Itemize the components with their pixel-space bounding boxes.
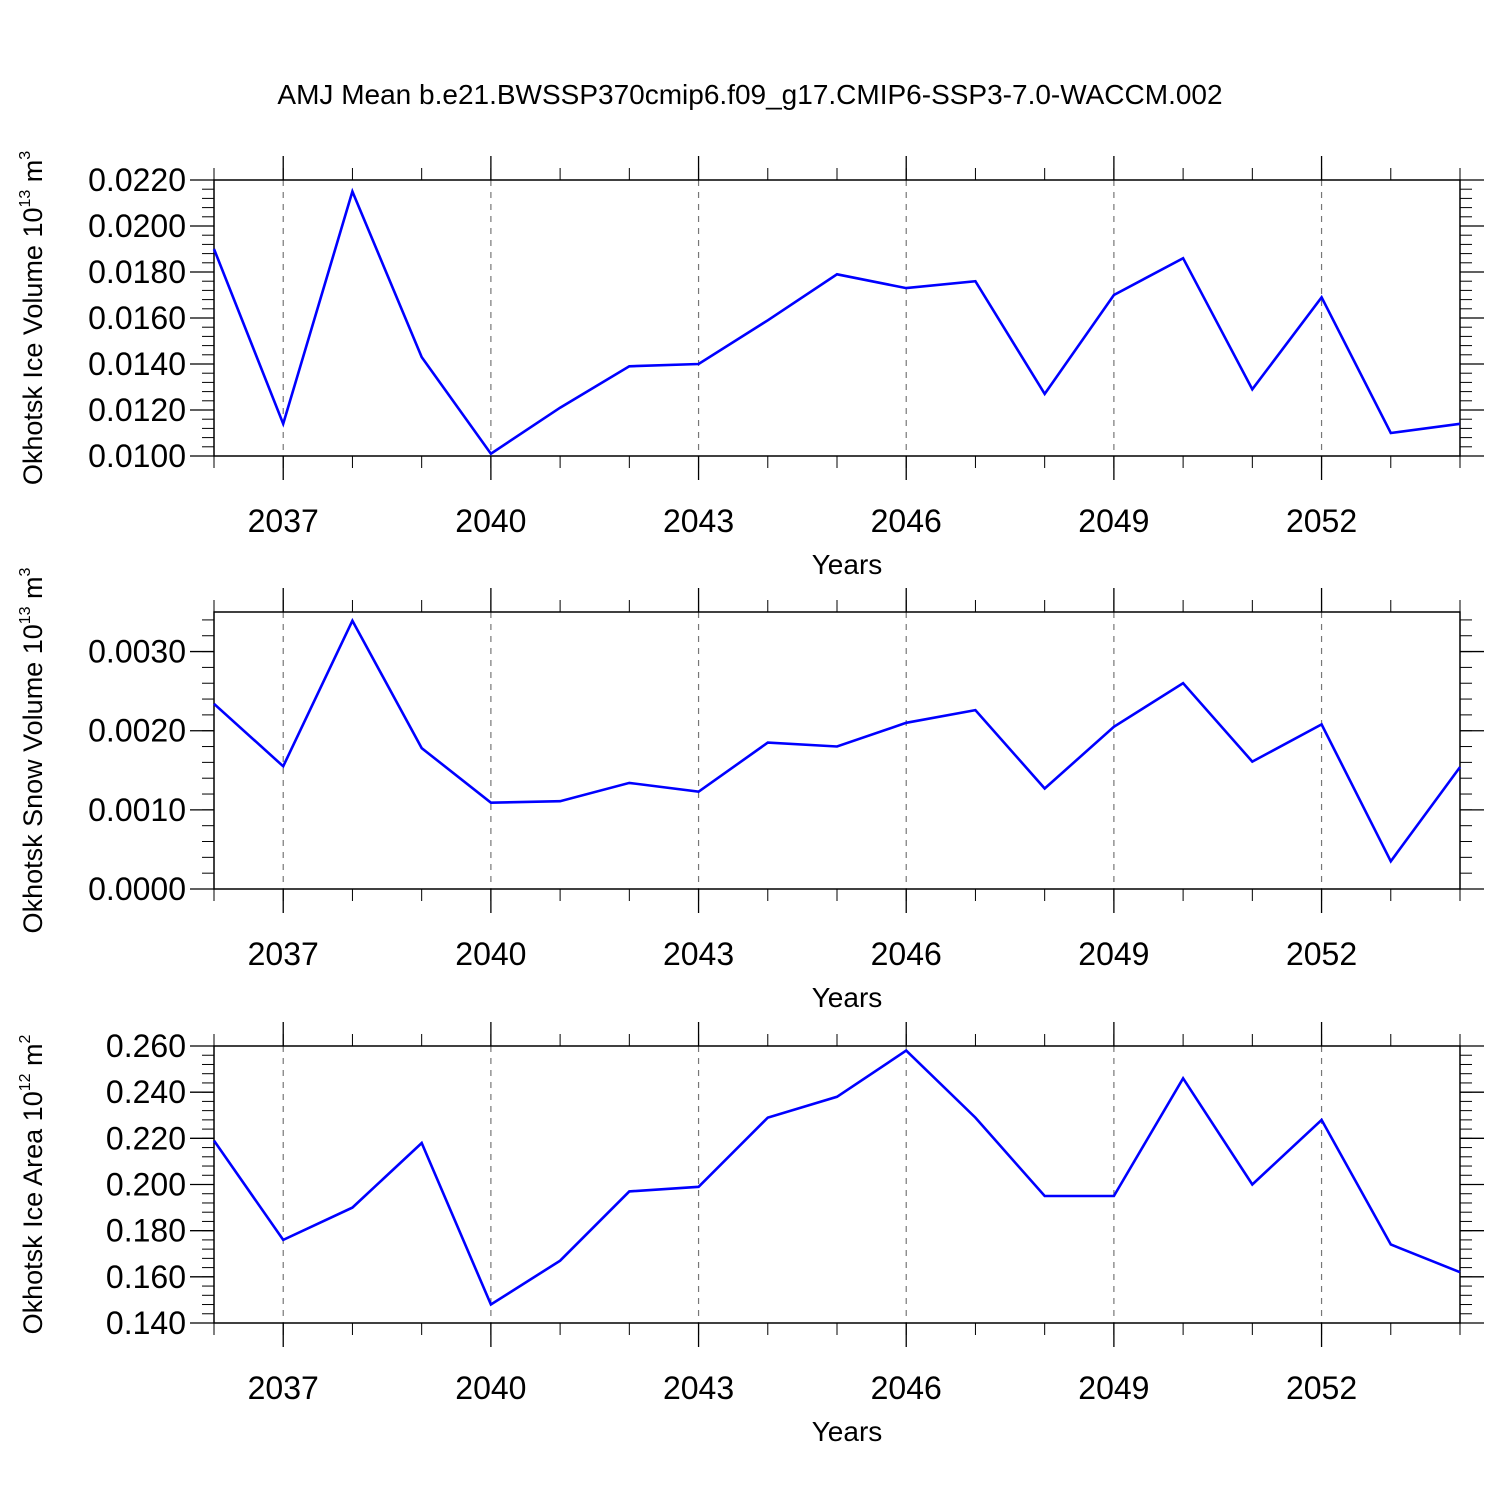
y-tick-label: 0.260 [106, 1028, 186, 1064]
y-tick-label: 0.0220 [88, 162, 186, 198]
plot-frame [213, 179, 1461, 457]
y-axis-title-unit: m [18, 1043, 48, 1073]
x-axis-title: Years [812, 1416, 883, 1447]
y-axis-title-unit: m [18, 576, 48, 606]
x-tick-label: 2049 [1078, 936, 1149, 972]
x-tick-label: 2052 [1286, 936, 1357, 972]
y-tick-label: 0.140 [106, 1305, 186, 1341]
x-tick-label: 2040 [455, 936, 526, 972]
y-tick-label: 0.0120 [88, 392, 186, 428]
y-axis-title-unit-exponent: 3 [17, 151, 34, 160]
y-axis-title: Okhotsk Ice Area 1012 m2 [17, 1034, 48, 1334]
x-tick-label: 2049 [1078, 503, 1149, 539]
x-tick-label: 2046 [871, 503, 942, 539]
y-tick-label: 0.0140 [88, 346, 186, 382]
y-tick-label: 0.0020 [88, 713, 186, 749]
y-axis-title: Okhotsk Snow Volume 1013 m3 [17, 567, 48, 933]
y-tick-label: 0.180 [106, 1213, 186, 1249]
x-tick-label: 2046 [871, 936, 942, 972]
y-tick-label: 0.220 [106, 1120, 186, 1156]
series-line [213, 617, 1462, 864]
y-axis-title-exponent: 12 [17, 1073, 34, 1091]
chart-panel-3: 2037 2040 2043 2046 2049 2052 0.140 0.160 0.180 0… [17, 1022, 1484, 1447]
y-tick-label: 0.0000 [88, 871, 186, 907]
x-tick-label: 2040 [455, 1370, 526, 1406]
y-tick-label: 0.0160 [88, 300, 186, 336]
chart-title: AMJ Mean b.e21.BWSSP370cmip6.f09_g17.CMI… [277, 79, 1222, 110]
y-axis-title-unit-exponent: 2 [17, 1034, 34, 1043]
y-tick-label: 0.0200 [88, 208, 186, 244]
x-axis-title: Years [812, 982, 883, 1013]
x-axis-title: Years [812, 549, 883, 580]
y-axis-title-unit: m [18, 160, 48, 190]
x-tick-label: 2037 [248, 503, 319, 539]
x-tick-label: 2052 [1286, 503, 1357, 539]
y-axis-title-exponent: 13 [17, 190, 34, 208]
x-tick-label: 2040 [455, 503, 526, 539]
x-tick-label: 2037 [248, 936, 319, 972]
y-tick-label: 0.0010 [88, 792, 186, 828]
x-tick-label: 2037 [248, 1370, 319, 1406]
y-axis-title: Okhotsk Ice Volume 1013 m3 [17, 151, 48, 485]
y-tick-label: 0.200 [106, 1167, 186, 1203]
plot-frame [213, 1045, 1461, 1324]
y-tick-label: 0.160 [106, 1259, 186, 1295]
y-tick-label: 0.240 [106, 1074, 186, 1110]
x-tick-label: 2049 [1078, 1370, 1149, 1406]
x-tick-label: 2043 [663, 1370, 734, 1406]
y-axis-title-unit-exponent: 3 [17, 567, 34, 576]
x-tick-label: 2046 [871, 1370, 942, 1406]
x-tick-label: 2043 [663, 936, 734, 972]
y-tick-label: 0.0100 [88, 438, 186, 474]
series-line [212, 1048, 1461, 1307]
y-axis-title-text: Okhotsk Ice Area 10 [18, 1091, 48, 1334]
chart-panel-2: 2037 2040 2043 2046 2049 2052 0.0000 0.0010 0.00… [17, 567, 1484, 1013]
x-tick-label: 2043 [663, 503, 734, 539]
y-tick-label: 0.0180 [88, 254, 186, 290]
chart-panel-1: 2037 2040 2043 2046 2049 2052 0.0100 0.0120 0.01… [17, 151, 1484, 580]
y-tick-label: 0.0030 [88, 634, 186, 670]
chart-panels: 2037 2040 2043 2046 2049 2052 0.0100 0.0120 0.01… [17, 151, 1484, 1447]
y-axis-title-text: Okhotsk Snow Volume 10 [18, 624, 48, 933]
y-axis-title-exponent: 13 [17, 606, 34, 624]
y-axis-title-text: Okhotsk Ice Volume 10 [18, 208, 48, 486]
series-line [212, 187, 1461, 456]
x-tick-label: 2052 [1286, 1370, 1357, 1406]
